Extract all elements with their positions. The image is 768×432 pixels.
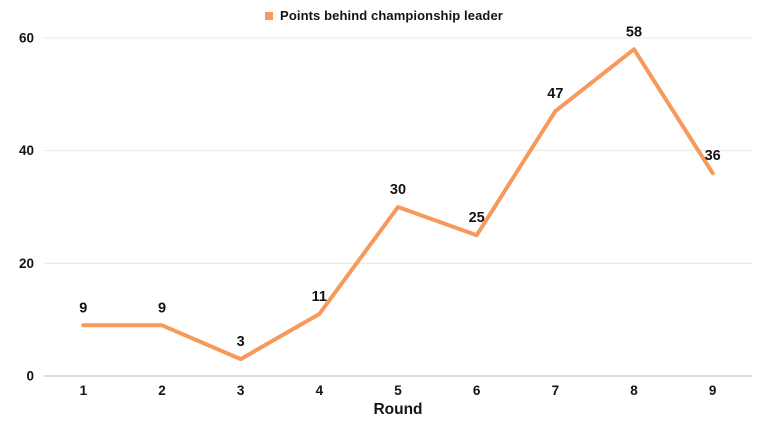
x-axis-title: Round — [373, 401, 422, 418]
data-point-label: 25 — [469, 210, 485, 226]
legend-marker-square — [265, 11, 274, 20]
y-tick-label: 60 — [19, 31, 34, 46]
data-line — [81, 47, 715, 362]
x-tick-label: 6 — [473, 383, 481, 398]
y-tick-label: 0 — [26, 369, 34, 384]
x-tick-label: 8 — [630, 383, 638, 398]
x-tick-label: 5 — [394, 383, 402, 398]
data-point-label: 9 — [79, 300, 87, 316]
x-tick-label: 3 — [237, 383, 245, 398]
data-point-label: 47 — [547, 86, 563, 102]
x-tick-label: 1 — [80, 383, 88, 398]
data-point-label: 36 — [705, 148, 721, 164]
x-tick-label: 7 — [552, 383, 560, 398]
x-tick-label: 9 — [709, 383, 717, 398]
chart-legend: Points behind championship leader — [0, 8, 768, 23]
x-tick-label: 4 — [316, 383, 324, 398]
data-point-label: 30 — [390, 182, 406, 198]
x-tick-label: 2 — [158, 383, 166, 398]
y-tick-label: 40 — [19, 143, 34, 158]
data-point-label: 58 — [626, 24, 642, 40]
data-point-label: 3 — [237, 334, 245, 350]
y-tick-label: 20 — [19, 256, 34, 271]
legend-label: Points behind championship leader — [280, 8, 503, 23]
data-point-label: 9 — [158, 300, 166, 316]
data-point-label: 11 — [312, 289, 327, 305]
